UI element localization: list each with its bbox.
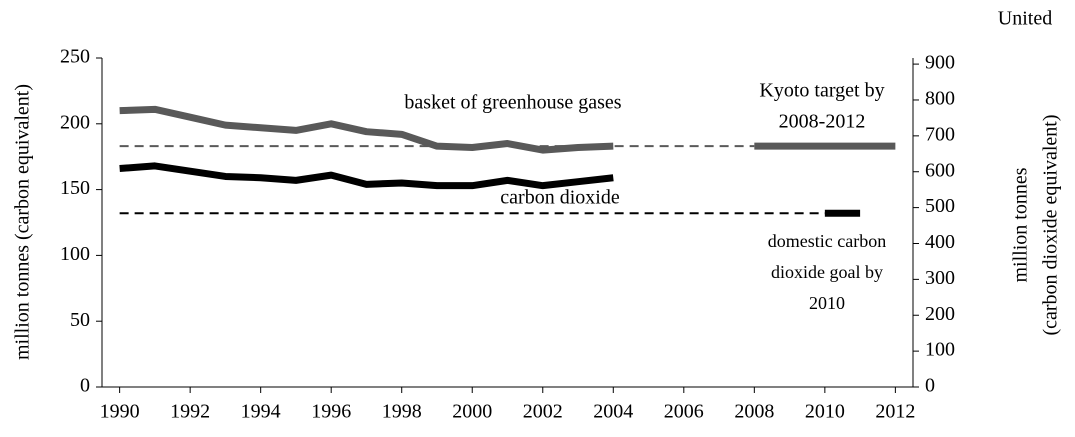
target-label: Kyoto target by [759, 80, 884, 102]
y2-axis-label: (carbon dioxide equivalent) [1040, 114, 1062, 335]
x-tick-label: 1994 [241, 401, 281, 423]
y-tick-label: 0 [80, 375, 90, 397]
series-label: carbon dioxide [500, 187, 620, 209]
x-tick-label: 2004 [593, 401, 633, 423]
y-tick-label: 250 [60, 46, 90, 68]
y-axis-label: million tonnes (carbon equivalent) [12, 84, 34, 360]
x-tick-label: 1996 [311, 401, 351, 423]
series-label: basket of greenhouse gases [404, 92, 621, 114]
y-tick-label: 100 [60, 243, 90, 265]
y2-tick-label: 800 [925, 88, 955, 110]
chart-title: United [998, 8, 1052, 30]
y2-tick-label: 400 [925, 231, 955, 253]
x-tick-label: 2010 [805, 401, 845, 423]
target-label: 2008-2012 [779, 111, 866, 133]
y2-tick-label: 700 [925, 123, 955, 145]
y2-tick-label: 900 [925, 52, 955, 74]
y2-tick-label: 600 [925, 159, 955, 181]
target-label: dioxide goal by [771, 262, 883, 282]
x-tick-label: 2002 [523, 401, 563, 423]
y-tick-label: 50 [70, 309, 90, 331]
x-tick-label: 2012 [875, 401, 915, 423]
y2-tick-label: 200 [925, 303, 955, 325]
y-tick-label: 150 [60, 177, 90, 199]
target-label: domestic carbon [768, 231, 886, 251]
x-tick-label: 1992 [170, 401, 210, 423]
y2-axis-label: million tonnes [1010, 167, 1032, 282]
y-tick-label: 200 [60, 111, 90, 133]
x-tick-label: 1998 [382, 401, 422, 423]
target-label: 2010 [809, 293, 845, 313]
y2-tick-label: 300 [925, 267, 955, 289]
x-tick-label: 2000 [452, 401, 492, 423]
x-tick-label: 1990 [100, 401, 140, 423]
y2-tick-label: 500 [925, 195, 955, 217]
x-tick-label: 2008 [734, 401, 774, 423]
x-tick-label: 2006 [664, 401, 704, 423]
series-line [119, 105, 614, 154]
series-line [119, 162, 614, 190]
y2-tick-label: 0 [925, 375, 935, 397]
y2-tick-label: 100 [925, 339, 955, 361]
